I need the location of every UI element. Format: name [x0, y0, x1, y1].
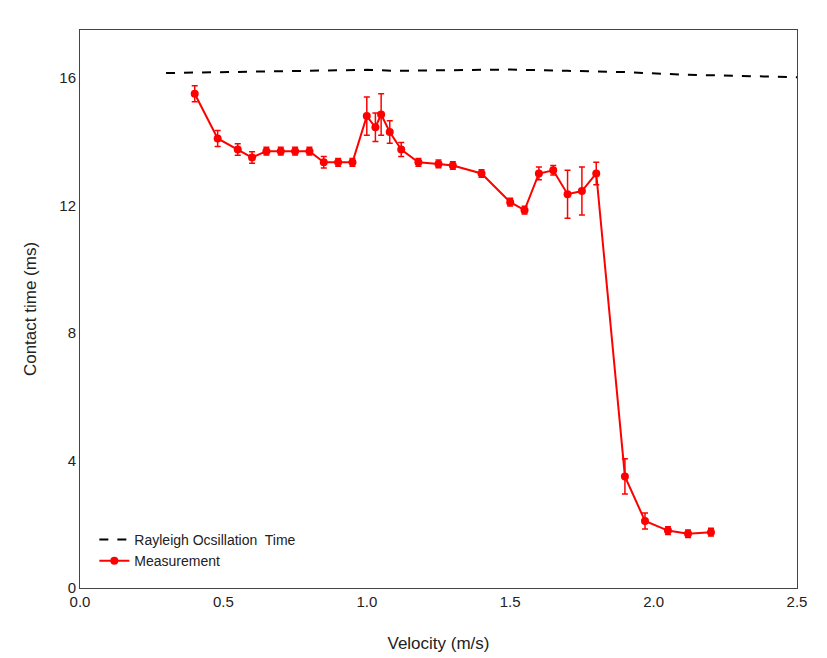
- svg-text:8: 8: [68, 324, 76, 341]
- svg-text:Velocity (m/s): Velocity (m/s): [387, 634, 489, 653]
- svg-text:2.0: 2.0: [643, 593, 664, 610]
- svg-text:1.5: 1.5: [500, 593, 521, 610]
- svg-text:12: 12: [59, 197, 76, 214]
- svg-text:4: 4: [68, 452, 76, 469]
- svg-text:0: 0: [68, 579, 76, 596]
- svg-text:0.0: 0.0: [70, 593, 91, 610]
- svg-text:Rayleigh Ocsillation Time: Rayleigh Ocsillation Time: [134, 532, 295, 548]
- svg-text:16: 16: [59, 69, 76, 86]
- svg-text:1.0: 1.0: [356, 593, 377, 610]
- svg-text:0.5: 0.5: [213, 593, 234, 610]
- svg-text:Contact time (ms): Contact time (ms): [21, 242, 40, 376]
- svg-text:2.5: 2.5: [787, 593, 808, 610]
- svg-text:Measurement: Measurement: [134, 553, 220, 569]
